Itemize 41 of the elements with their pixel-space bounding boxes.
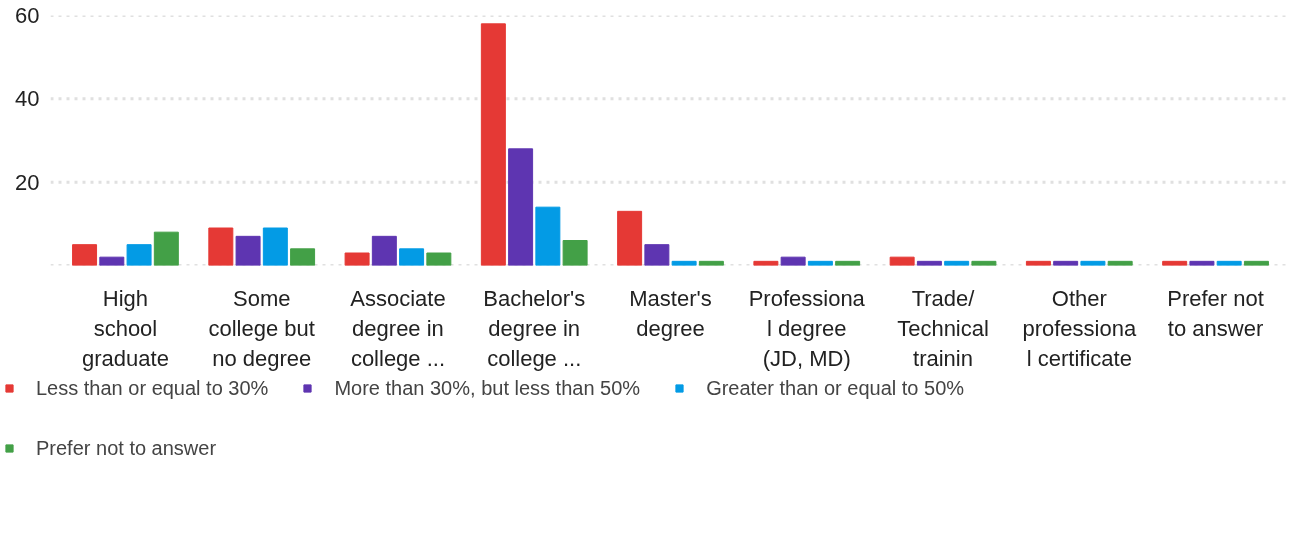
y-tick-label: 40 xyxy=(15,86,40,112)
bar xyxy=(971,260,997,266)
bar xyxy=(344,252,370,266)
legend-label: Less than or equal to 30% xyxy=(36,375,269,401)
legend-label: Prefer not to answer xyxy=(36,435,217,461)
bar xyxy=(617,210,643,266)
bar xyxy=(126,244,152,266)
bar xyxy=(1080,260,1106,266)
x-tick-label: Prefer not to answer xyxy=(1167,285,1264,341)
x-tick-label: Some college but no degree xyxy=(208,285,315,371)
bar xyxy=(644,244,670,266)
x-tick-label: Bachelor's degree in college ... xyxy=(483,285,586,371)
bar xyxy=(671,260,697,266)
x-tick-label: Trade/ Technical trainin xyxy=(897,285,989,371)
x-tick-label: High school graduate xyxy=(82,285,169,371)
bar xyxy=(371,235,397,266)
bar xyxy=(290,248,316,266)
bar xyxy=(262,227,288,266)
x-tick-label: Master's degree xyxy=(629,285,712,341)
legend-label: Greater than or equal to 50% xyxy=(706,375,965,401)
bar xyxy=(889,256,915,266)
bar xyxy=(426,252,452,266)
bar xyxy=(399,248,425,266)
y-tick-label: 60 xyxy=(15,3,40,28)
x-tick-label: Other professiona l certificate xyxy=(1022,285,1137,371)
bar xyxy=(508,148,534,266)
bar xyxy=(1189,260,1215,266)
x-tick-label: Professiona l degree (JD, MD) xyxy=(748,285,866,371)
bar xyxy=(72,244,98,266)
bar xyxy=(153,231,179,266)
bar xyxy=(208,227,234,266)
bar xyxy=(535,206,561,266)
bar xyxy=(99,256,125,266)
bar xyxy=(235,235,261,266)
y-tick-label: 20 xyxy=(15,169,40,195)
bar xyxy=(480,23,506,266)
bar xyxy=(753,260,779,266)
bar xyxy=(562,240,588,266)
legend-label: More than 30%, but less than 50% xyxy=(334,375,641,401)
bar xyxy=(780,256,806,266)
x-tick-label: Associate degree in college ... xyxy=(350,285,446,371)
